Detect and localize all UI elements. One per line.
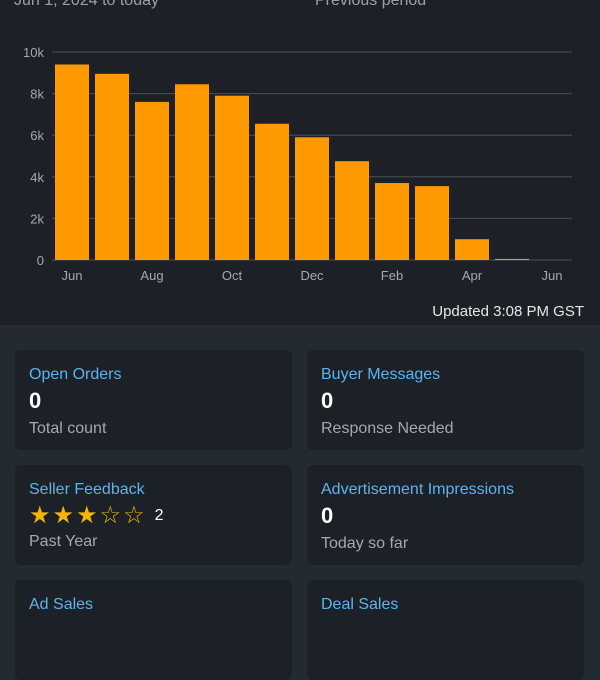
bar xyxy=(495,258,529,260)
x-tick-label: Oct xyxy=(222,268,243,283)
card-title: Advertisement Impressions xyxy=(321,481,514,498)
x-tick-label: Dec xyxy=(300,268,324,283)
card-value: 0 xyxy=(321,503,334,528)
star-filled-icon: ★ xyxy=(76,502,98,529)
feedback-count: 2 xyxy=(154,507,164,524)
card-value: 0 xyxy=(321,388,334,413)
star-filled-icon: ★ xyxy=(29,502,51,529)
card-title: Seller Feedback xyxy=(29,481,145,498)
star-filled-icon: ★ xyxy=(52,502,75,529)
card-value: 0 xyxy=(29,388,42,413)
sales-bar-chart: 0 2k 4k 6k 8k 10k Jun Aug Oct Dec Feb Apr Jun xyxy=(23,45,572,283)
seller-feedback-card[interactable]: Seller Feedback ★ ★ ★ ☆ ☆ 2 Past Year xyxy=(15,465,292,565)
comparison-period[interactable]: Previous period xyxy=(315,0,427,9)
bar xyxy=(415,186,449,260)
y-tick-label: 8k xyxy=(30,87,44,102)
bar xyxy=(335,161,369,260)
x-tick-label: Apr xyxy=(462,268,483,283)
deal-sales-card[interactable]: Deal Sales xyxy=(307,580,584,680)
x-tick-label: Jun xyxy=(542,268,563,283)
bar xyxy=(295,137,329,260)
card-subtitle: Today so far xyxy=(321,535,409,552)
open-orders-card[interactable]: Open Orders 0 Total count xyxy=(15,350,292,450)
ad-sales-card[interactable]: Ad Sales xyxy=(15,580,292,680)
sales-chart-panel: Jun 1, 2024 to today Previous period 0 2k… xyxy=(0,0,600,325)
updated-time: Updated 3:08 PM GST xyxy=(432,303,584,320)
bar xyxy=(135,101,169,260)
bar xyxy=(255,123,289,260)
card-title: Deal Sales xyxy=(321,596,399,613)
y-tick-label: 4k xyxy=(30,170,44,185)
bar xyxy=(375,183,409,260)
bar xyxy=(455,239,489,260)
x-tick-label: Feb xyxy=(381,268,403,283)
y-tick-label: 10k xyxy=(23,45,44,60)
y-tick-label: 2k xyxy=(30,211,44,226)
star-empty-icon: ☆ xyxy=(123,502,145,529)
bar xyxy=(95,73,129,260)
y-tick-label: 6k xyxy=(30,128,44,143)
card-title: Open Orders xyxy=(29,366,122,383)
y-tick-label: 0 xyxy=(37,253,44,268)
x-tick-label: Aug xyxy=(140,268,163,283)
star-rating: ★ ★ ★ ☆ ☆ 2 xyxy=(29,503,278,529)
card-subtitle: Past Year xyxy=(29,533,98,550)
bar xyxy=(175,84,209,261)
card-title: Buyer Messages xyxy=(321,366,441,383)
bar xyxy=(55,64,89,260)
buyer-messages-card[interactable]: Buyer Messages 0 Response Needed xyxy=(307,350,584,450)
star-empty-icon: ☆ xyxy=(99,502,122,529)
card-subtitle: Total count xyxy=(29,420,107,437)
x-tick-label: Jun xyxy=(62,268,83,283)
bar xyxy=(215,95,249,261)
card-subtitle: Response Needed xyxy=(321,420,454,437)
card-title: Ad Sales xyxy=(29,596,94,613)
date-range[interactable]: Jun 1, 2024 to today xyxy=(14,0,159,9)
ad-impressions-card[interactable]: Advertisement Impressions 0 Today so far xyxy=(307,465,584,565)
